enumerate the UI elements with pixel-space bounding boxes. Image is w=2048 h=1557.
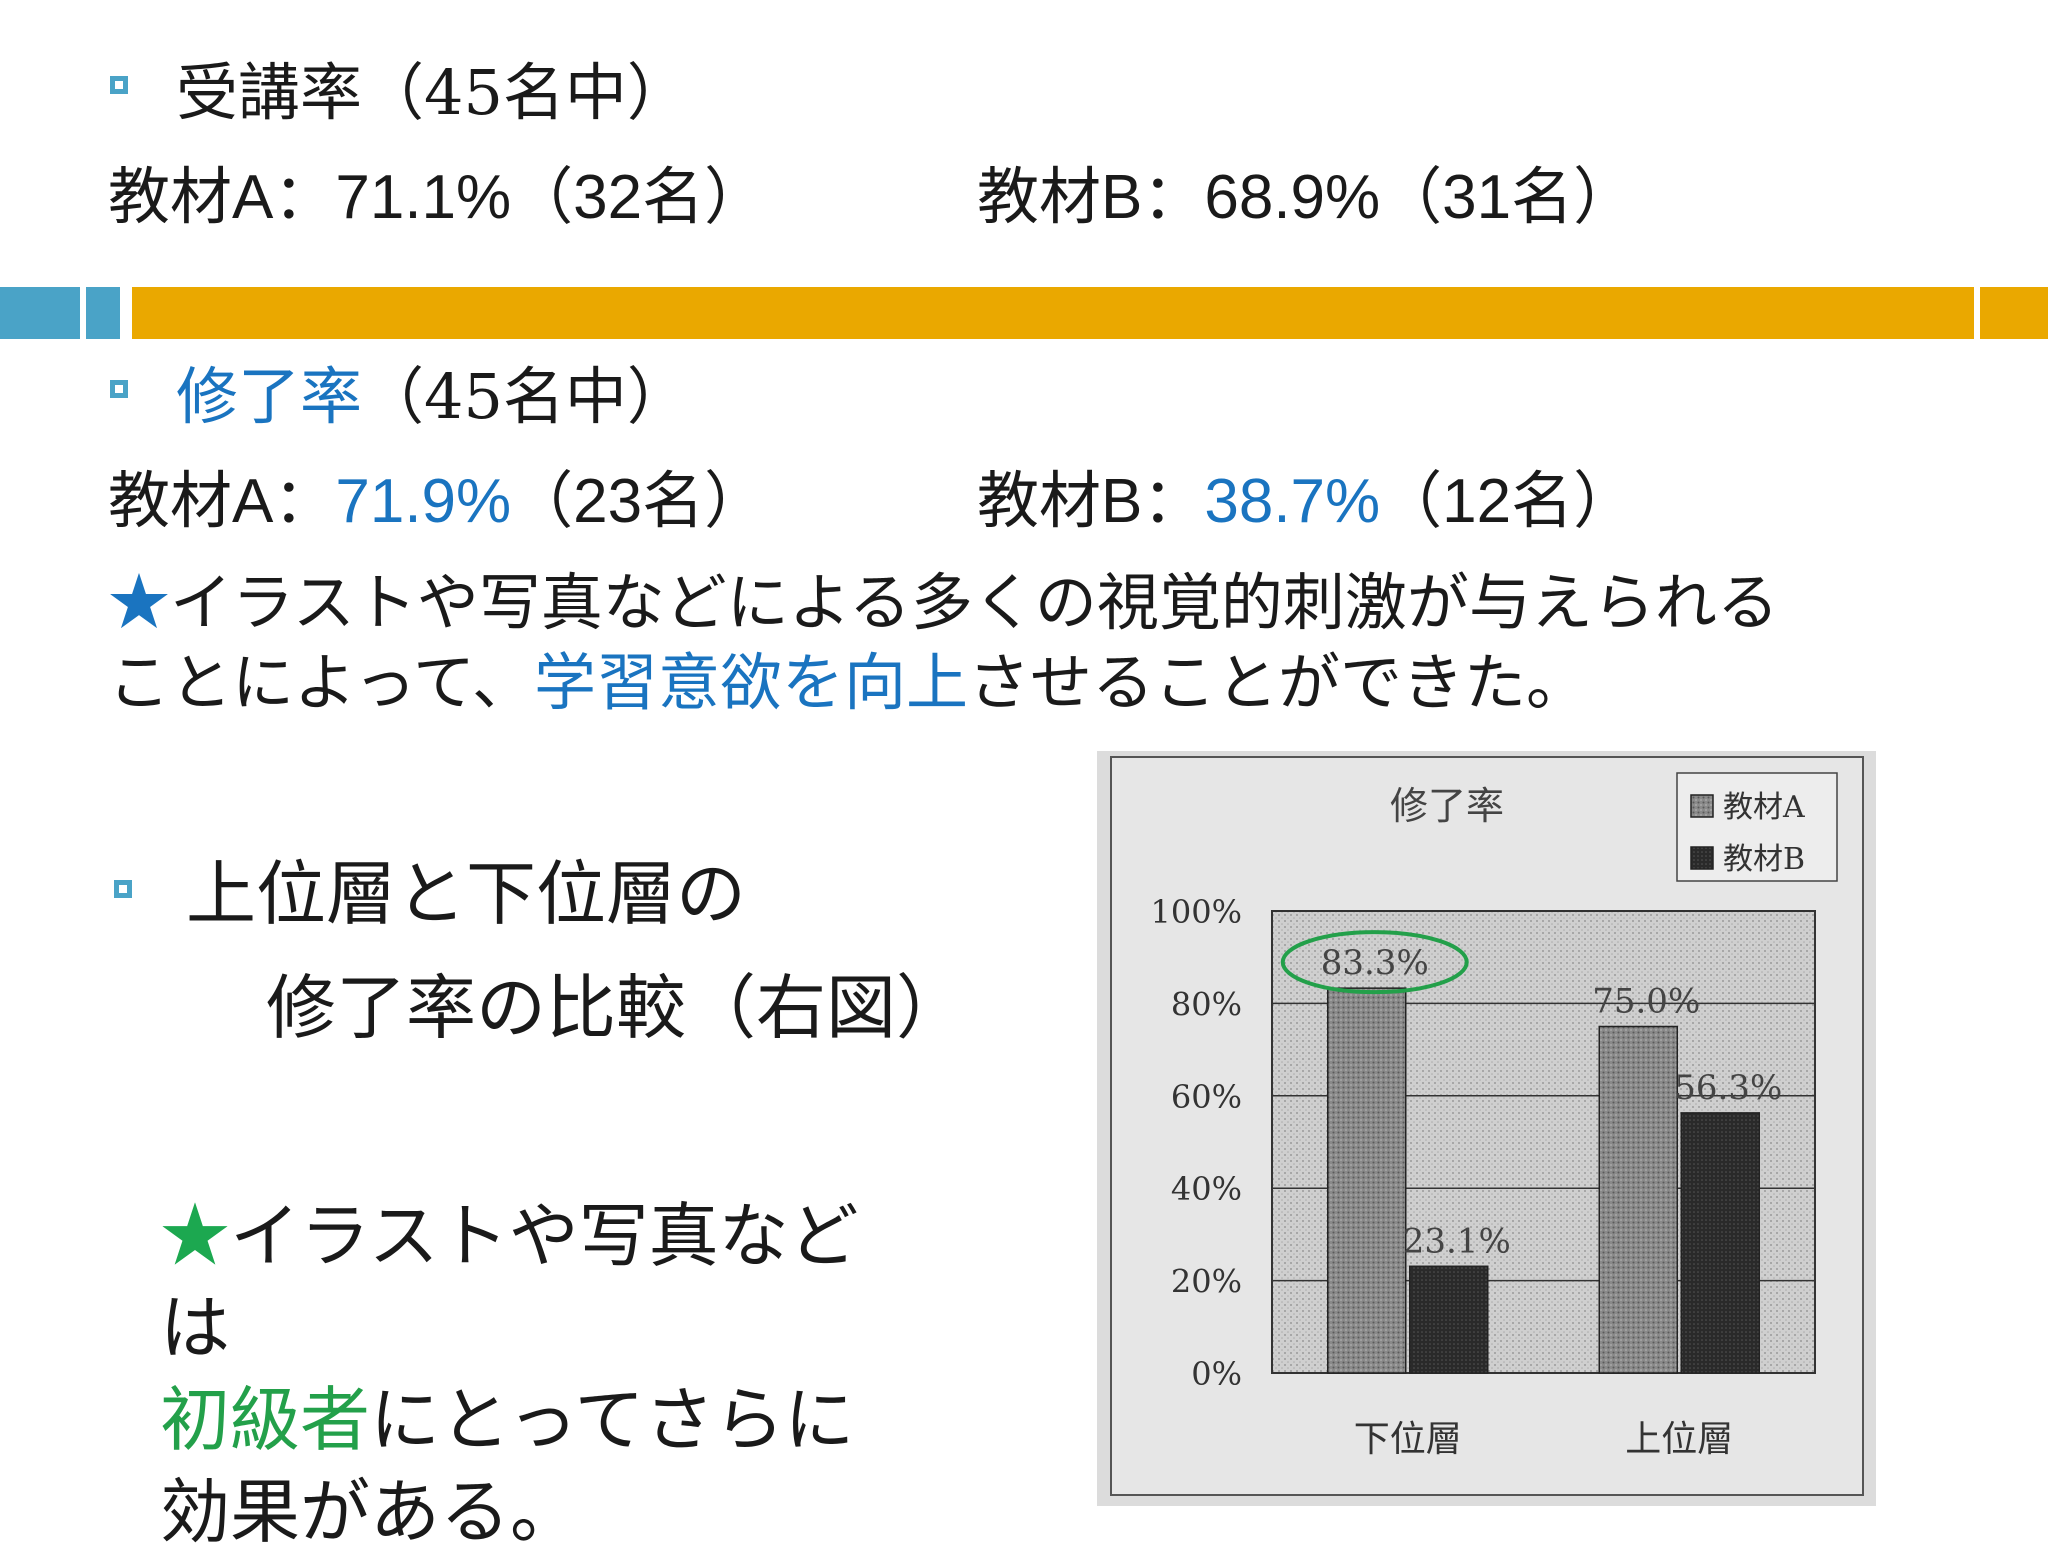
material-b-label: 教材B： [977, 163, 1205, 232]
section2-row: 教材A：71.9%（23名） [108, 450, 766, 540]
material-a-label: 教材A： [108, 163, 336, 232]
section3-title-line1: 上位層と下位層の [186, 853, 746, 935]
divider-teal-block [0, 287, 80, 339]
bar-教材A-下位層 [1327, 987, 1407, 1374]
y-tick-label: 20% [1171, 1263, 1242, 1301]
section2-title-rest: （45名中） [362, 360, 689, 433]
divider-teal-block-small [86, 287, 120, 339]
chart-legend: 教材A 教材B [1676, 772, 1838, 882]
y-tick-label: 80% [1171, 985, 1242, 1023]
data-label: 83.3% [1321, 943, 1429, 983]
section3-title-line2: 修了率の比較（右図） [266, 967, 966, 1049]
section3-note-line4: 効果がある。 [160, 1471, 580, 1553]
section2-note-line1: ★イラストや写真などによる多くの視覚的刺激が与えられる [108, 566, 1779, 639]
material-a-count: （23名） [511, 467, 767, 536]
completion-rate-label: 修了率 [176, 360, 363, 433]
legend-label: 教材B [1723, 842, 1805, 877]
completion-rate-chart: 修了率 教材A 教材B 0% 20% 40% 60% 80% 100% 83.3% 23.1%… [1097, 751, 1876, 1506]
legend-swatch [1690, 794, 1714, 818]
section3-note-line2: は [160, 1287, 230, 1369]
section1-row: 教材A：71.1%（32名） [108, 146, 766, 236]
x-axis-labels: 下位層 上位層 [1354, 1419, 1734, 1460]
section2-note-line2: ことによって、学習意欲を向上させることができた。 [108, 646, 1588, 719]
highlight-ellipse [1280, 930, 1469, 995]
material-a-count: （32名） [511, 163, 767, 232]
bullet-icon [110, 76, 128, 94]
data-label: 23.1% [1403, 1221, 1511, 1261]
material-b-value: 68.9% [1204, 163, 1381, 232]
star-icon: ★ [160, 1195, 230, 1277]
material-b-count: （12名） [1380, 467, 1636, 536]
section1-row-b: 教材B：68.9%（31名） [977, 146, 1635, 236]
chart-bars: 83.3% 23.1% 75.0% 56.3% [1280, 930, 1782, 1374]
legend-label: 教材A [1723, 790, 1805, 825]
motivation-highlight: 学習意欲を向上 [533, 646, 968, 719]
bar-教材B-上位層 [1680, 1112, 1760, 1374]
legend-swatch [1690, 846, 1714, 870]
material-b-value: 38.7% [1204, 467, 1381, 536]
section1-title: 受講率（45名中） [176, 56, 689, 129]
x-tick-label: 上位層 [1625, 1419, 1733, 1460]
section3-note-line1: ★イラストや写真など [160, 1195, 859, 1277]
bar-教材B-下位層 [1409, 1265, 1489, 1374]
data-label: 56.3% [1674, 1068, 1782, 1108]
y-tick-label: 0% [1191, 1355, 1242, 1393]
y-axis-ticks: 0% 20% 40% 60% 80% 100% [1151, 893, 1242, 1393]
material-b-label: 教材B： [977, 467, 1205, 536]
bullet-icon [110, 380, 128, 398]
data-label: 75.0% [1592, 982, 1700, 1022]
y-tick-label: 60% [1171, 1078, 1242, 1116]
bullet-icon [114, 880, 132, 898]
divider-orange-bar [132, 287, 1974, 339]
material-b-count: （31名） [1380, 163, 1636, 232]
section3-note-line3: 初級者にとってさらに [160, 1379, 855, 1461]
bar-教材A-上位層 [1598, 1025, 1678, 1374]
x-tick-label: 下位層 [1354, 1419, 1462, 1460]
divider-orange-block [1980, 287, 2048, 339]
y-tick-label: 40% [1171, 1170, 1242, 1208]
beginner-highlight: 初級者 [160, 1379, 370, 1461]
material-a-value: 71.1% [335, 163, 512, 232]
material-a-value: 71.9% [335, 467, 512, 536]
section2-title: 修了率（45名中） [176, 346, 689, 436]
star-icon: ★ [108, 566, 171, 639]
material-a-label: 教材A： [108, 467, 336, 536]
section2-row-b: 教材B：38.7%（12名） [977, 450, 1635, 540]
y-tick-label: 100% [1151, 893, 1242, 931]
chart-title: 修了率 [1390, 784, 1504, 828]
